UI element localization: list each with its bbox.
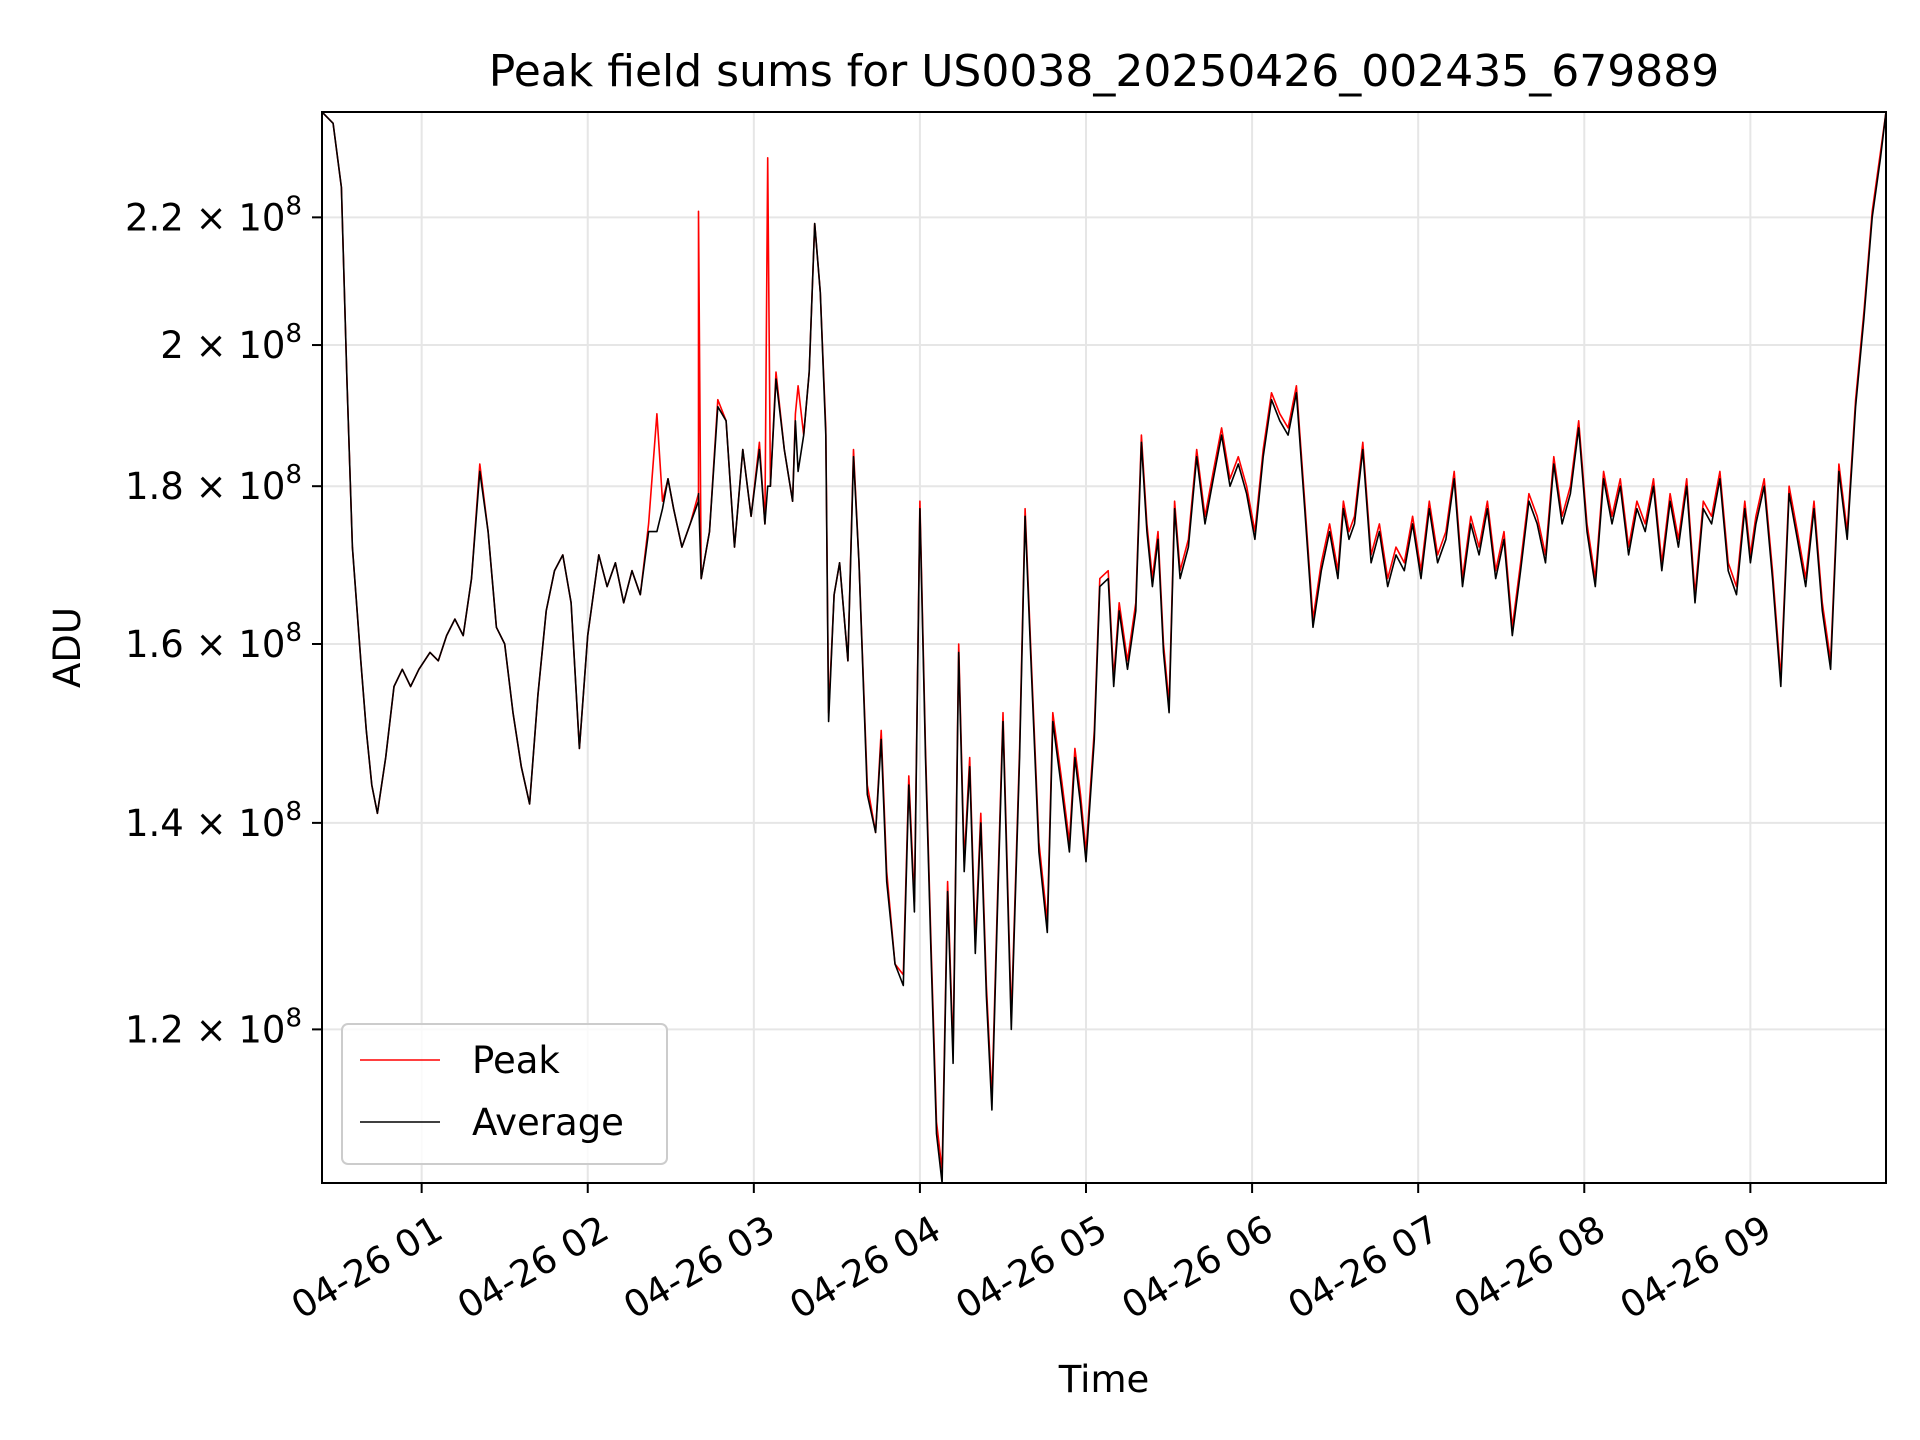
- y-tick-label: 1.2 × 108: [125, 1003, 302, 1051]
- series-line-average: [322, 112, 1886, 1183]
- y-tick-times: × 10: [184, 465, 286, 508]
- y-tick-times: × 10: [184, 196, 286, 239]
- y-tick-label: 1.6 × 108: [125, 618, 302, 666]
- y-tick-times: × 10: [184, 802, 286, 845]
- legend-label-peak: Peak: [472, 1039, 560, 1082]
- y-tick-exponent: 8: [285, 460, 302, 490]
- y-tick-times: × 10: [184, 324, 286, 367]
- y-tick-exponent: 8: [285, 797, 302, 827]
- y-tick-exponent: 8: [285, 1003, 302, 1033]
- y-tick-times: × 10: [184, 1008, 286, 1051]
- plot-frame: [321, 111, 1887, 1184]
- legend-label-average: Average: [472, 1101, 624, 1144]
- y-tick-mantissa: 2: [160, 324, 184, 367]
- y-tick-mantissa: 1.8: [125, 465, 184, 508]
- y-tick-times: × 10: [184, 623, 286, 666]
- y-axis-title: ADU: [46, 607, 89, 688]
- y-tick-label: 2.2 × 108: [125, 191, 302, 239]
- y-tick-mantissa: 1.2: [125, 1008, 184, 1051]
- y-tick-mantissa: 2.2: [125, 196, 184, 239]
- y-tick-label: 1.8 × 108: [125, 460, 302, 508]
- legend: Peak Average: [341, 1023, 668, 1165]
- x-axis-title: Time: [1058, 1358, 1150, 1401]
- y-tick-exponent: 8: [285, 191, 302, 221]
- legend-box: [341, 1023, 668, 1165]
- y-tick-exponent: 8: [285, 618, 302, 648]
- y-tick-exponent: 8: [285, 319, 302, 349]
- y-tick-label: 1.4 × 108: [125, 797, 302, 845]
- chart-title: Peak field sums for US0038_20250426_0024…: [489, 46, 1719, 97]
- y-tick-label: 2 × 108: [160, 319, 302, 367]
- y-tick-mantissa: 1.4: [125, 802, 184, 845]
- series-lines: [322, 112, 1886, 1183]
- grid-lines: [322, 112, 1886, 1183]
- y-tick-mantissa: 1.6: [125, 623, 184, 666]
